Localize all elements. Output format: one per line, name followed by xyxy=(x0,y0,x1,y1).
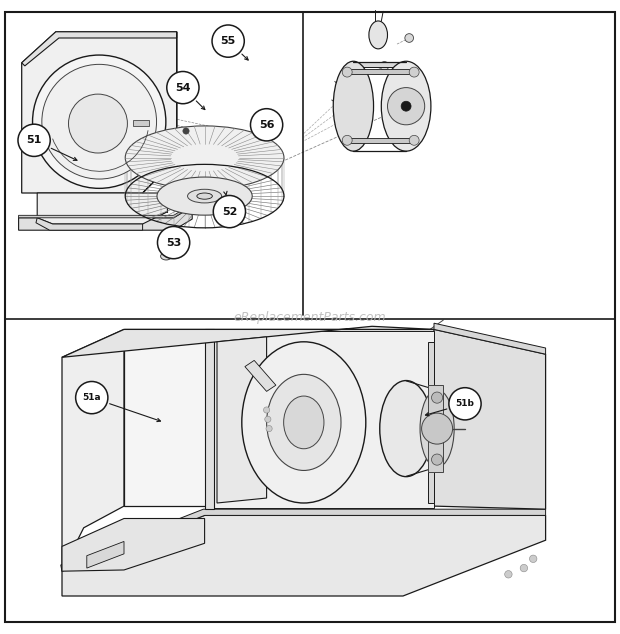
Ellipse shape xyxy=(334,61,373,151)
Polygon shape xyxy=(434,330,546,509)
Polygon shape xyxy=(22,32,177,66)
Polygon shape xyxy=(62,327,434,358)
Circle shape xyxy=(266,425,272,432)
Text: 54: 54 xyxy=(175,82,190,93)
Polygon shape xyxy=(350,138,412,143)
Ellipse shape xyxy=(187,190,222,203)
Text: 52: 52 xyxy=(222,207,237,217)
Polygon shape xyxy=(87,541,124,568)
Circle shape xyxy=(264,407,270,413)
Circle shape xyxy=(183,128,189,134)
Circle shape xyxy=(401,101,411,111)
Polygon shape xyxy=(37,193,167,224)
Polygon shape xyxy=(62,515,546,596)
Ellipse shape xyxy=(420,390,454,467)
Circle shape xyxy=(432,392,443,403)
Circle shape xyxy=(409,135,419,145)
Ellipse shape xyxy=(161,252,172,260)
Circle shape xyxy=(18,124,50,157)
Polygon shape xyxy=(214,331,434,508)
Text: 51b: 51b xyxy=(456,399,474,408)
Circle shape xyxy=(76,382,108,414)
Polygon shape xyxy=(434,323,546,354)
Text: 53: 53 xyxy=(166,238,181,248)
Circle shape xyxy=(449,387,481,420)
Circle shape xyxy=(342,67,352,77)
Ellipse shape xyxy=(42,64,156,179)
Ellipse shape xyxy=(69,94,128,153)
Ellipse shape xyxy=(267,374,341,470)
Text: 51: 51 xyxy=(27,135,42,145)
Polygon shape xyxy=(62,519,205,571)
Ellipse shape xyxy=(242,342,366,503)
Polygon shape xyxy=(19,204,192,218)
Circle shape xyxy=(250,108,283,141)
Polygon shape xyxy=(124,330,434,506)
Text: 51a: 51a xyxy=(82,393,101,402)
Ellipse shape xyxy=(284,396,324,449)
Text: 56: 56 xyxy=(259,120,275,130)
Polygon shape xyxy=(217,337,267,503)
Circle shape xyxy=(529,555,537,562)
Polygon shape xyxy=(245,360,276,391)
Polygon shape xyxy=(19,207,192,230)
Circle shape xyxy=(520,564,528,572)
Circle shape xyxy=(505,571,512,578)
Ellipse shape xyxy=(157,177,252,215)
Polygon shape xyxy=(205,330,214,509)
Circle shape xyxy=(212,25,244,57)
Circle shape xyxy=(213,195,246,228)
Circle shape xyxy=(342,135,352,145)
Ellipse shape xyxy=(379,380,433,477)
Polygon shape xyxy=(61,509,546,571)
Ellipse shape xyxy=(125,126,284,190)
Polygon shape xyxy=(353,61,406,67)
Circle shape xyxy=(422,413,453,444)
Circle shape xyxy=(388,87,425,125)
Polygon shape xyxy=(22,32,177,193)
Polygon shape xyxy=(143,32,177,193)
Circle shape xyxy=(157,226,190,259)
Ellipse shape xyxy=(32,55,166,188)
Ellipse shape xyxy=(197,193,212,199)
Polygon shape xyxy=(350,69,412,74)
Circle shape xyxy=(265,416,271,422)
Polygon shape xyxy=(36,218,143,230)
Polygon shape xyxy=(62,330,124,571)
Circle shape xyxy=(405,34,414,42)
Text: 55: 55 xyxy=(221,36,236,46)
Ellipse shape xyxy=(369,21,388,49)
Ellipse shape xyxy=(381,61,431,151)
Circle shape xyxy=(380,61,389,70)
Circle shape xyxy=(409,67,419,77)
Circle shape xyxy=(432,454,443,465)
Circle shape xyxy=(167,72,199,104)
Text: eReplacementParts.com: eReplacementParts.com xyxy=(234,311,386,323)
Polygon shape xyxy=(428,342,434,503)
Polygon shape xyxy=(133,120,149,126)
Polygon shape xyxy=(428,385,443,472)
